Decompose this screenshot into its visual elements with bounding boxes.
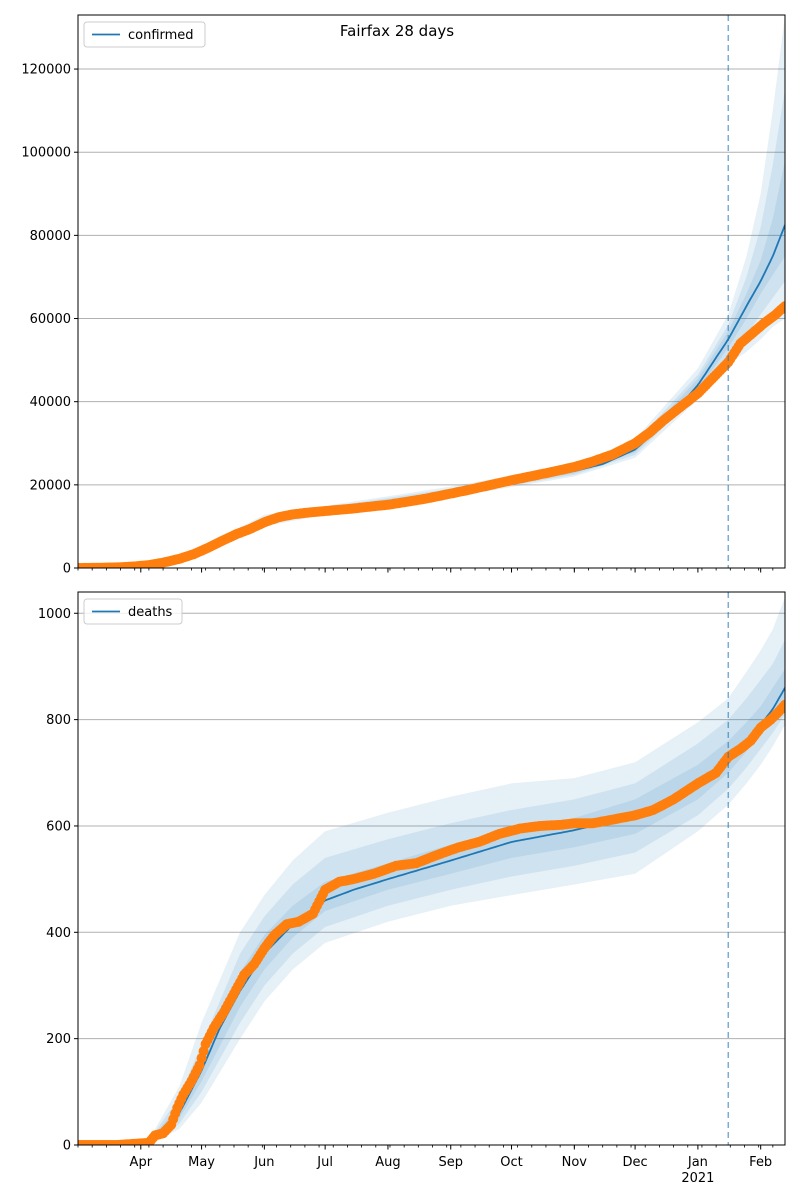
y-tick-label: 40000 bbox=[30, 395, 71, 410]
x-tick-label: May bbox=[188, 1155, 215, 1170]
x-tick-label: Dec bbox=[623, 1155, 648, 1170]
legend-label: confirmed bbox=[128, 28, 194, 43]
x-tick-label: Feb bbox=[749, 1155, 772, 1170]
y-tick-label: 1000 bbox=[38, 607, 71, 622]
legend-box bbox=[83, 598, 183, 625]
y-tick-label: 80000 bbox=[30, 229, 71, 244]
plot-frame bbox=[77, 14, 786, 569]
uncertainty-band bbox=[78, 639, 785, 1145]
y-tick-label: 400 bbox=[46, 926, 71, 941]
plot-frame bbox=[77, 591, 786, 1146]
uncertainty-band bbox=[78, 597, 785, 1145]
legend: confirmed bbox=[83, 21, 206, 48]
y-tick-label: 800 bbox=[46, 713, 71, 728]
x-tick-label: Oct bbox=[500, 1155, 522, 1170]
uncertainty-band bbox=[78, 160, 785, 568]
legend-box bbox=[83, 21, 206, 48]
x-tick-label: Jul bbox=[316, 1155, 333, 1170]
plot-area bbox=[78, 15, 785, 568]
chart-title: Fairfax 28 days bbox=[340, 22, 454, 40]
x-tick-label: Apr bbox=[130, 1155, 153, 1170]
x-tick-label: Jun bbox=[253, 1155, 274, 1170]
y-tick-label: 100000 bbox=[21, 146, 71, 161]
plot-area bbox=[78, 597, 785, 1145]
confirmed-chart: 0 20000 40000 60000 80000 100000 120000 confirm… bbox=[21, 14, 786, 577]
x-tick-label: Aug bbox=[375, 1155, 400, 1170]
y-tick-label: 0 bbox=[63, 562, 71, 577]
observed-series bbox=[78, 301, 785, 568]
legend-label: deaths bbox=[128, 605, 173, 620]
legend: deaths bbox=[83, 598, 183, 625]
x-year-label: 2021 bbox=[681, 1171, 714, 1186]
x-tick-label: Nov bbox=[562, 1155, 588, 1170]
y-tick-label: 600 bbox=[46, 819, 71, 834]
y-tick-label: 120000 bbox=[21, 63, 71, 78]
x-tick-label: Jan bbox=[687, 1155, 708, 1170]
observed-point bbox=[780, 301, 785, 312]
y-tick-label: 200 bbox=[46, 1032, 71, 1047]
x-tick-label: Sep bbox=[438, 1155, 463, 1170]
observed-point bbox=[780, 699, 785, 710]
observed-series bbox=[78, 699, 785, 1145]
y-tick-label: 20000 bbox=[30, 478, 71, 493]
y-tick-label: 60000 bbox=[30, 312, 71, 327]
y-tick-label: 0 bbox=[63, 1139, 71, 1154]
deaths-chart: 0 200 400 600 800 1000 Apr May Jun Jul Aug Sep Oct No… bbox=[38, 591, 786, 1186]
